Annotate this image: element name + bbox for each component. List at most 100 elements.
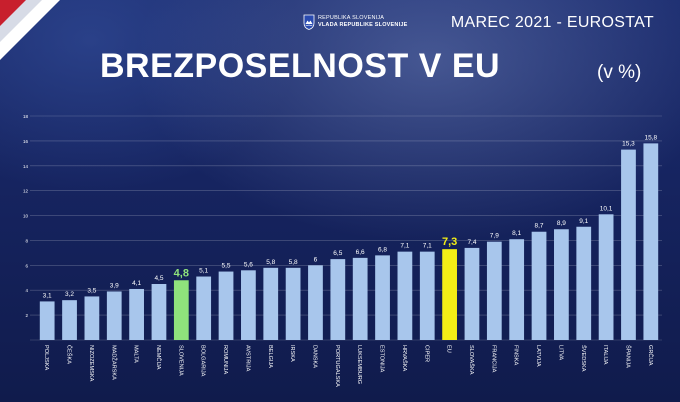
bar bbox=[486, 241, 502, 340]
bar bbox=[643, 143, 659, 340]
date-source: MAREC 2021 - EUROSTAT bbox=[450, 14, 654, 31]
x-tick-label: FINSKA bbox=[513, 345, 519, 365]
y-tick-label: 2 bbox=[25, 313, 28, 318]
chart-title: BREZPOSELNOST V EU bbox=[100, 47, 501, 85]
bar bbox=[218, 271, 234, 340]
bar-value-label: 15,8 bbox=[644, 134, 657, 141]
bar-value-label: 3,2 bbox=[65, 291, 74, 298]
bar bbox=[196, 276, 212, 340]
x-tick-label: SLOVAŠKA bbox=[468, 345, 475, 375]
bar bbox=[84, 296, 100, 340]
bar-value-label: 5,8 bbox=[289, 259, 298, 266]
x-tick-label: NIZOZEMSKA bbox=[88, 345, 94, 382]
bar-value-label: 7,3 bbox=[442, 236, 457, 248]
bar-value-label: 5,6 bbox=[244, 261, 253, 268]
bar bbox=[352, 257, 368, 340]
bar-value-label: 4,1 bbox=[132, 280, 141, 287]
bar bbox=[129, 288, 144, 340]
bar bbox=[285, 267, 301, 340]
bar bbox=[241, 270, 256, 340]
x-tick-label: MADŽARSKA bbox=[110, 345, 118, 380]
org-line-1: REPUBLIKA SLOVENIJA bbox=[318, 15, 385, 21]
bar bbox=[442, 249, 457, 340]
bar bbox=[173, 280, 189, 340]
bar-value-label: 15,3 bbox=[622, 141, 635, 148]
bar bbox=[531, 231, 547, 340]
bar bbox=[464, 247, 480, 340]
x-tick-label: ITALIJA bbox=[602, 345, 608, 365]
x-tick-label: ROMUNIJA bbox=[222, 345, 228, 374]
bar-value-label: 7,4 bbox=[467, 239, 476, 246]
bar bbox=[263, 267, 279, 340]
x-tick-label: ŠPANIJA bbox=[624, 345, 631, 368]
bar-value-label: 8,9 bbox=[557, 220, 566, 227]
bar-value-label: 5,8 bbox=[266, 259, 275, 266]
bar bbox=[419, 251, 435, 340]
bar bbox=[39, 301, 55, 340]
x-tick-label: LATVIJA bbox=[535, 345, 541, 367]
bar-value-label: 7,1 bbox=[400, 243, 409, 250]
y-tick-label: 16 bbox=[23, 139, 29, 144]
bar-value-label: 3,1 bbox=[43, 292, 52, 299]
x-tick-label: BOLGARIJA bbox=[200, 345, 206, 377]
bar bbox=[554, 229, 569, 340]
x-tick-label: PORTUGALSKA bbox=[334, 345, 340, 387]
flag-corner-icon bbox=[0, 0, 60, 60]
bar-value-label: 6,5 bbox=[333, 250, 342, 257]
x-tick-label: POLJSKA bbox=[43, 345, 49, 370]
bar-value-label: 3,5 bbox=[87, 287, 96, 294]
unit-label: (v %) bbox=[597, 62, 642, 83]
org-line-2: VLADA REPUBLIKE SLOVENIJE bbox=[318, 22, 408, 28]
x-tick-label: GRČIJA bbox=[647, 345, 654, 366]
y-tick-label: 6 bbox=[25, 263, 28, 268]
slovenia-crest-icon bbox=[303, 14, 315, 30]
x-tick-label: HRVAŠKA bbox=[401, 345, 408, 371]
y-tick-label: 10 bbox=[23, 214, 29, 219]
bar bbox=[151, 284, 167, 340]
x-tick-label: BELGIJA bbox=[267, 345, 273, 368]
x-tick-label: ČEŠKA bbox=[66, 345, 73, 364]
bar bbox=[621, 149, 636, 340]
x-tick-label: CIPER bbox=[423, 345, 429, 362]
x-tick-label: MALTA bbox=[133, 345, 139, 363]
x-tick-label: ESTONIJA bbox=[379, 345, 385, 373]
bar-value-label: 7,1 bbox=[423, 243, 432, 250]
bar-value-label: 8,1 bbox=[512, 230, 521, 237]
x-tick-label: LITVA bbox=[557, 345, 563, 360]
x-tick-label: IRSKA bbox=[289, 345, 295, 362]
y-tick-label: 14 bbox=[23, 164, 29, 169]
bar-value-label: 6 bbox=[314, 256, 318, 263]
bar bbox=[598, 214, 614, 340]
x-tick-label: ŠVEDSKA bbox=[580, 345, 587, 372]
government-label: REPUBLIKA SLOVENIJA VLADA REPUBLIKE SLOV… bbox=[318, 15, 407, 29]
bar bbox=[62, 300, 77, 340]
bar bbox=[330, 259, 346, 340]
x-tick-label: AVSTRIJA bbox=[244, 345, 250, 372]
bar-value-label: 5,1 bbox=[199, 268, 208, 275]
bar-value-label: 10,1 bbox=[600, 205, 613, 212]
bar-value-label: 4,5 bbox=[154, 275, 163, 282]
bar bbox=[397, 251, 413, 340]
bar bbox=[375, 255, 390, 340]
x-tick-label: FRANCIJA bbox=[490, 345, 496, 373]
x-tick-label: DANSKA bbox=[311, 345, 317, 368]
bar bbox=[308, 265, 323, 340]
bar bbox=[509, 239, 525, 340]
x-tick-label: EU bbox=[446, 345, 452, 353]
y-tick-label: 8 bbox=[25, 238, 28, 243]
x-tick-label: SLOVENIJA bbox=[177, 345, 183, 376]
bar-value-label: 9,1 bbox=[579, 218, 588, 225]
y-tick-label: 18 bbox=[23, 114, 29, 119]
x-tick-label: LUKSEMBURG bbox=[356, 345, 362, 384]
x-tick-label: NEMČIJA bbox=[155, 345, 162, 370]
bar-value-label: 3,9 bbox=[110, 282, 119, 289]
bar bbox=[106, 291, 122, 340]
y-tick-label: 12 bbox=[23, 189, 29, 194]
bar-value-label: 6,8 bbox=[378, 246, 387, 253]
y-tick-label: 4 bbox=[25, 288, 28, 293]
bar-value-label: 7,9 bbox=[490, 233, 499, 240]
bar-value-label: 4,8 bbox=[174, 267, 189, 279]
bar-value-label: 6,6 bbox=[356, 249, 365, 256]
bar-value-label: 5,5 bbox=[222, 263, 231, 270]
